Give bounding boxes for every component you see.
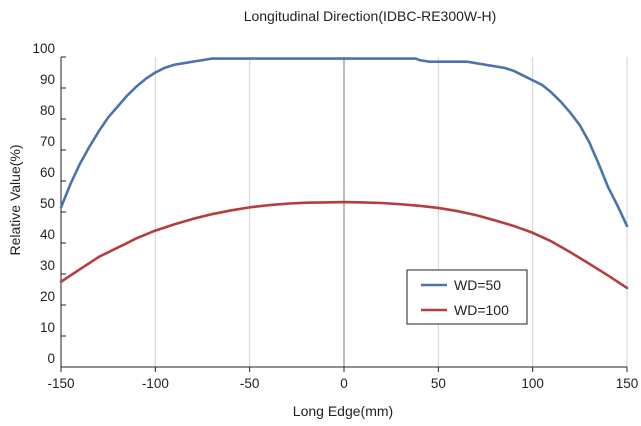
vertical-gridlines [154, 57, 628, 367]
y-tick-label: 80 [40, 103, 55, 118]
y-axis-title: Relative Value(%) [7, 144, 23, 255]
y-tick-label: 20 [40, 289, 55, 304]
x-axis-title: Long Edge(mm) [293, 403, 393, 419]
series-lines [59, 57, 629, 290]
x-tick-label: 50 [431, 376, 446, 391]
x-tick-label: -150 [47, 376, 74, 391]
y-tick-label: 90 [40, 72, 55, 87]
series-line-wd50 [59, 57, 629, 228]
x-ticks: -150 -100 -50 0 50 100 150 [47, 367, 638, 391]
x-tick-label: -100 [142, 376, 169, 391]
y-ticks: 0 10 20 30 40 50 60 70 80 90 100 [32, 41, 66, 368]
x-tick-label: 100 [521, 376, 544, 391]
y-tick-label: 70 [40, 134, 55, 149]
x-tick-label: 150 [616, 376, 639, 391]
legend-label-wd100: WD=100 [454, 302, 509, 318]
legend-label-wd50: WD=50 [454, 277, 501, 293]
x-tick-label: -50 [240, 376, 260, 391]
y-tick-label: 10 [40, 320, 55, 335]
y-tick-label: 40 [40, 227, 55, 242]
legend: WD=50 WD=100 [406, 269, 528, 325]
chart-title: Longitudinal Direction(IDBC-RE300W-H) [244, 8, 497, 24]
y-tick-label: 30 [40, 258, 55, 273]
y-tick-label: 60 [40, 165, 55, 180]
legend-box [406, 269, 528, 325]
series-line-wd100 [59, 200, 629, 290]
y-tick-label: 0 [47, 351, 55, 366]
y-tick-label: 50 [40, 196, 55, 211]
x-tick-label: 0 [340, 376, 348, 391]
y-tick-label: 100 [32, 41, 55, 56]
